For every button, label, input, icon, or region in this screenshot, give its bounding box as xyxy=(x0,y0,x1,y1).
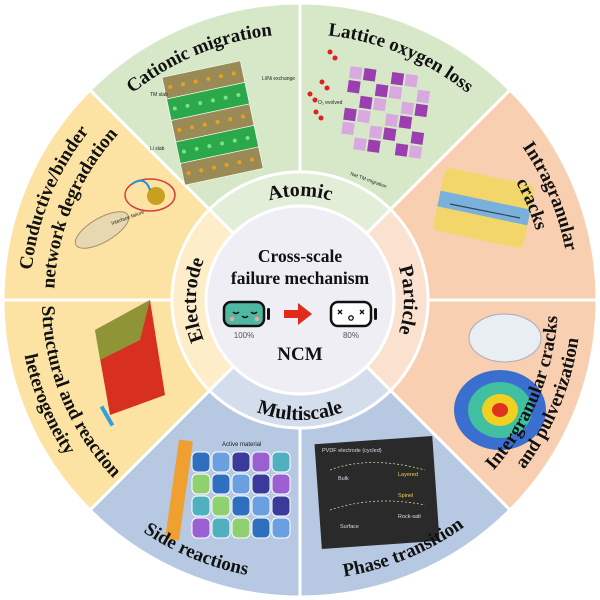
battery-full-label: 100% xyxy=(234,331,254,340)
material-label: NCM xyxy=(277,344,322,365)
figure-text: TM slab xyxy=(150,92,168,98)
figure-text: O₂ evolved xyxy=(318,100,343,106)
figure-text: PVDF electrode (cycled) xyxy=(322,448,382,454)
battery-degraded-icon xyxy=(329,300,377,328)
phase-transition-figure: PVDF electrode (cycled) Bulk Layered Spinel… xyxy=(314,436,440,549)
center-title-line1: Cross-scale xyxy=(258,246,342,266)
side-reactions-figure: Active material xyxy=(165,439,291,541)
center-circle xyxy=(204,204,396,396)
figure-text: Li slab xyxy=(150,146,165,152)
arrow-icon xyxy=(284,303,312,325)
figure-text: Li/Ni exchange xyxy=(262,76,295,82)
structural-heterogeneity-figure xyxy=(95,300,165,427)
center-hub: Cross-scale failure mechanism 100% 80% N… xyxy=(204,204,396,396)
cationic-migration-figure: TM slab Li slab Li/Ni exchange xyxy=(150,60,295,186)
figure-text: Surface xyxy=(340,524,359,530)
figure-text: Rock-salt xyxy=(398,514,421,520)
battery-full-icon xyxy=(222,300,270,328)
intragranular-cracks-figure xyxy=(433,168,535,248)
figure-text: Spinel xyxy=(398,493,413,499)
intergranular-cracks-figure xyxy=(454,313,546,450)
figure-text: Active material xyxy=(222,442,261,448)
battery-degraded-label: 80% xyxy=(343,331,359,340)
figure-text: Layered xyxy=(398,472,418,478)
sector-figures: TM slab Li slab Li/Ni exchange O₂ evolvedNe… xyxy=(74,49,546,549)
center-title-line2: failure mechanism xyxy=(231,268,370,288)
figure-text: Bulk xyxy=(338,476,349,482)
